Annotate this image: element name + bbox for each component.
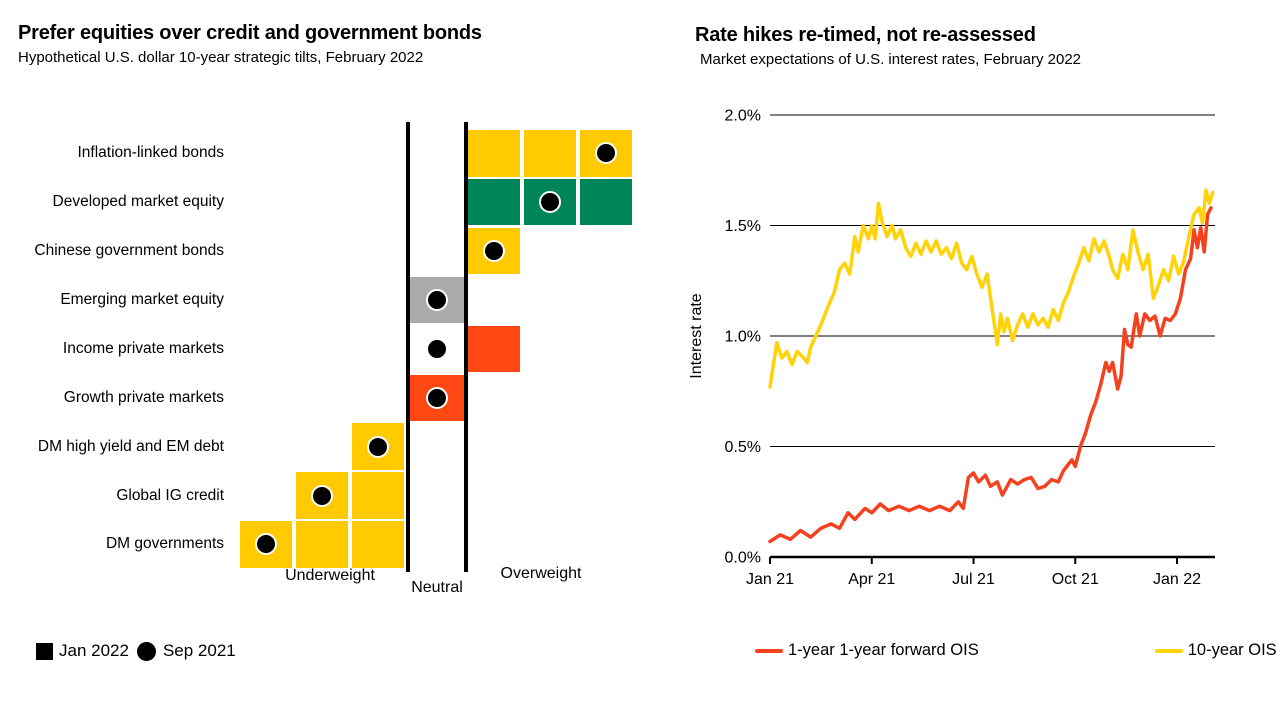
tilt-dot-sep-2021 [311, 484, 333, 507]
tilt-row-label: DM high yield and EM debt [37, 437, 224, 455]
legend-label-sep-2021: Sep 2021 [162, 641, 236, 660]
tilt-dot-sep-2021 [367, 435, 389, 458]
neutral-zone-right-line [464, 122, 468, 572]
tilt-block-jan-2022 [468, 325, 520, 373]
x-tick-label: Apr 21 [848, 571, 895, 588]
y-tick-label: 1.5% [725, 218, 761, 235]
right-chart-title: Rate hikes re-timed, not re-assessed [695, 24, 1036, 46]
sep-2021-circle-icon [136, 641, 156, 661]
jan-2022-square-icon [36, 642, 53, 660]
tilt-row-label: DM governments [105, 535, 224, 553]
tilt-dot-sep-2021 [595, 142, 617, 165]
left-chart-subtitle: Hypothetical U.S. dollar 10-year strateg… [18, 49, 424, 66]
legend-label-jan-2022: Jan 2022 [59, 641, 129, 660]
tilt-block-jan-2022 [352, 521, 404, 568]
axis-zone-label-underweight: Underweight [285, 567, 375, 584]
tilt-row-label: Inflation-linked bonds [77, 144, 225, 162]
x-tick-label: Jul 21 [952, 571, 995, 588]
tilt-row-label: Chinese government bonds [34, 242, 224, 260]
y-tick-label: 2.0% [725, 108, 761, 125]
ois-line-chart-plot-area: 0.0% 0.5% 1.0% 1.5% 2.0% Jan 21 Apr 21 Jul 21 Oc… [688, 108, 1215, 588]
tilt-block-jan-2022 [296, 521, 348, 568]
tilt-dot-sep-2021 [426, 337, 448, 360]
tilt-row-label: Global IG credit [116, 486, 224, 504]
left-chart-title: Prefer equities over credit and governme… [18, 22, 482, 44]
tilt-dot-sep-2021 [483, 240, 505, 263]
tilt-dot-sep-2021 [426, 386, 448, 409]
tilt-row-label: Income private markets [62, 339, 224, 357]
left-chart-legend: Jan 2022 Sep 2021 [36, 641, 236, 661]
x-tick-label: Jan 21 [746, 571, 794, 588]
tilt-block-jan-2022 [580, 178, 632, 226]
tilt-dot-sep-2021 [539, 191, 561, 214]
axis-zone-label-overweight: Overweight [500, 565, 582, 582]
forward-ois-line-swatch-icon [755, 648, 783, 653]
y-axis-title: Interest rate [688, 293, 705, 378]
tilt-block-jan-2022 [468, 130, 520, 177]
x-tick-label: Oct 21 [1052, 571, 1099, 588]
tilt-row-label: Emerging market equity [60, 290, 224, 308]
tilt-row-label: Developed market equity [52, 193, 224, 211]
right-chart-subtitle: Market expectations of U.S. interest rat… [700, 51, 1082, 68]
neutral-zone-left-line [406, 122, 410, 572]
y-tick-label: 1.0% [725, 329, 761, 346]
y-tick-label: 0.0% [725, 550, 761, 567]
tilt-row-label: Growth private markets [63, 388, 224, 406]
series-line-1-year-1-year-forward-ois [768, 206, 1213, 544]
ten-year-ois-line-swatch-icon [1154, 648, 1183, 653]
legend-label-ten-year-ois: 10-year OIS [1187, 641, 1277, 659]
axis-zone-label-neutral: Neutral [411, 579, 463, 596]
legend-label-forward-ois: 1-year 1-year forward OIS [788, 641, 979, 659]
tilt-block-jan-2022 [352, 472, 404, 519]
x-tick-label: Jan 22 [1153, 571, 1201, 588]
series-line-10-year-ois [768, 188, 1215, 389]
y-tick-label: 0.5% [725, 439, 761, 456]
tilt-block-jan-2022 [524, 130, 576, 177]
tilt-dot-sep-2021 [255, 533, 277, 556]
tilt-dot-sep-2021 [426, 288, 448, 311]
right-chart-legend: 1-year 1-year forward OIS 10-year OIS [755, 641, 1277, 660]
tilt-block-jan-2022 [468, 178, 520, 226]
